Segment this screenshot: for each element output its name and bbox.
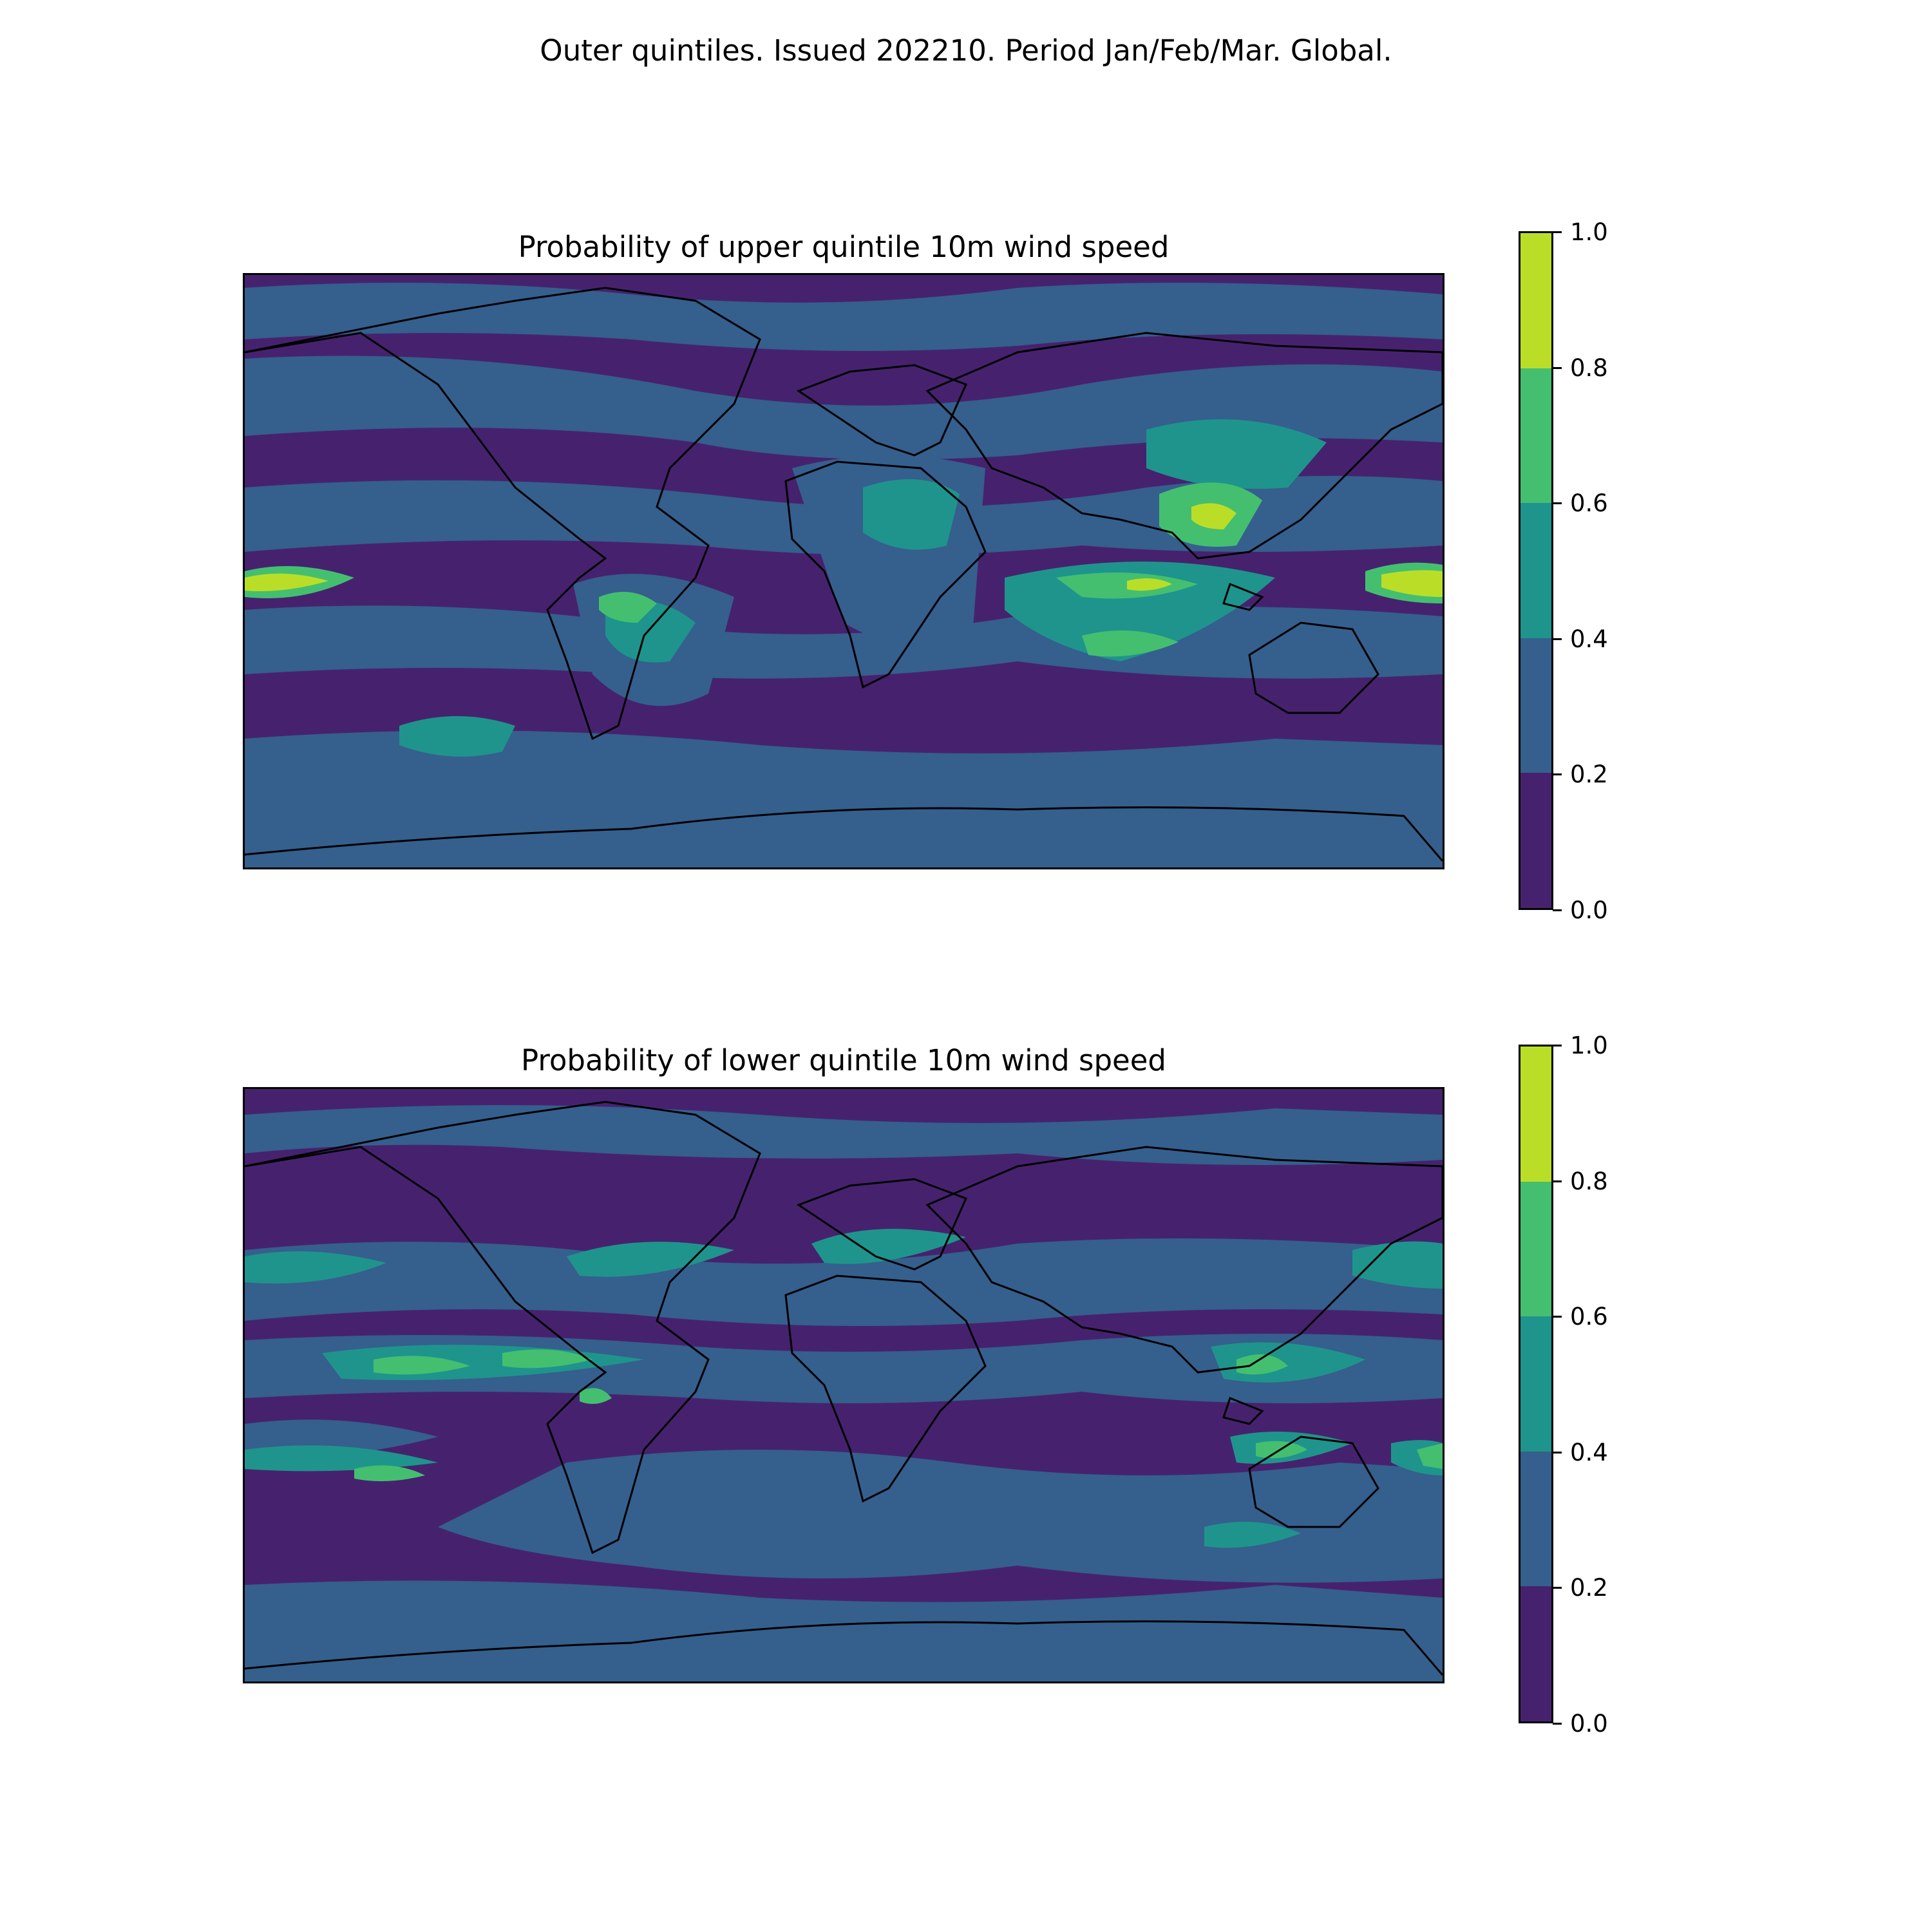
upper-quintile-map <box>243 273 1444 869</box>
colorbar-tick <box>1553 1316 1562 1318</box>
lower-quintile-colorbar <box>1519 1045 1553 1723</box>
colorbar-tick-label: 1.0 <box>1570 218 1608 246</box>
colorbar-tick <box>1553 773 1562 775</box>
colorbar-level-0 <box>1520 773 1551 908</box>
colorbar-tick-label: 1.0 <box>1570 1032 1608 1059</box>
lower-quintile-map <box>243 1087 1444 1683</box>
colorbar-tick <box>1553 1452 1562 1454</box>
colorbar-tick <box>1553 1587 1562 1589</box>
colorbar-level-4 <box>1520 1046 1551 1182</box>
colorbar-level-1 <box>1520 638 1551 773</box>
upper-quintile-panel-title: Probability of upper quintile 10m wind s… <box>518 230 1170 264</box>
colorbar-level-2 <box>1520 1316 1551 1452</box>
colorbar-level-3 <box>1520 1181 1551 1317</box>
colorbar-tick <box>1553 909 1562 911</box>
colorbar-tick-label: 0.8 <box>1570 1168 1608 1195</box>
lower-quintile-panel-title: Probability of lower quintile 10m wind s… <box>521 1043 1166 1077</box>
colorbar-tick <box>1553 367 1562 369</box>
colorbar-level-3 <box>1520 368 1551 504</box>
colorbar-tick-label: 0.0 <box>1570 1710 1608 1738</box>
colorbar-tick <box>1553 1180 1562 1182</box>
colorbar-level-4 <box>1520 233 1551 368</box>
colorbar-tick-label: 0.4 <box>1570 625 1608 653</box>
upper-quintile-colorbar <box>1519 231 1553 910</box>
colorbar-tick <box>1553 1723 1562 1725</box>
colorbar-tick-label: 0.2 <box>1570 761 1608 788</box>
colorbar-tick-label: 0.4 <box>1570 1439 1608 1466</box>
colorbar-tick-label: 0.6 <box>1570 489 1608 517</box>
colorbar-tick <box>1553 1045 1562 1046</box>
colorbar-tick-label: 0.8 <box>1570 354 1608 382</box>
colorbar-tick-label: 0.2 <box>1570 1574 1608 1602</box>
colorbar-level-0 <box>1520 1586 1551 1721</box>
colorbar-level-1 <box>1520 1451 1551 1587</box>
figure-title: Outer quintiles. Issued 202210. Period J… <box>540 33 1392 68</box>
colorbar-tick <box>1553 231 1562 233</box>
colorbar-level-2 <box>1520 503 1551 638</box>
colorbar-tick-label: 0.0 <box>1570 896 1608 924</box>
colorbar-tick-label: 0.6 <box>1570 1303 1608 1331</box>
colorbar-tick <box>1553 638 1562 640</box>
colorbar-tick <box>1553 502 1562 504</box>
